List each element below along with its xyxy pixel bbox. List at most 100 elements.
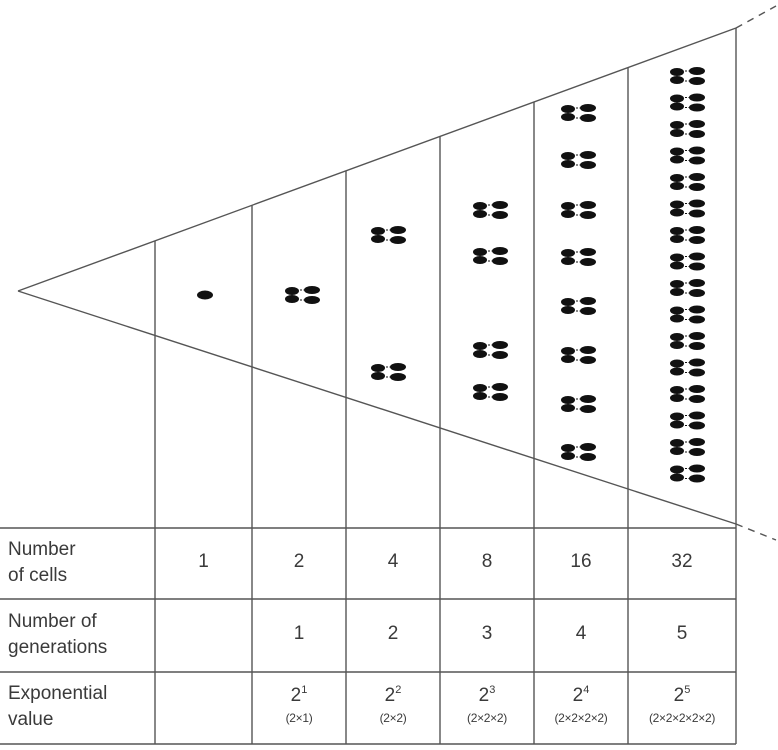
exp-expansion: (2×2) xyxy=(379,711,407,725)
cell xyxy=(580,356,596,364)
cell xyxy=(670,314,684,323)
cell xyxy=(670,341,684,349)
cell xyxy=(670,465,684,474)
cell xyxy=(670,333,684,341)
cell xyxy=(689,368,705,377)
cell xyxy=(561,257,575,265)
cell xyxy=(285,295,299,303)
triangle-bottom-edge xyxy=(17,290,737,525)
cell xyxy=(670,261,684,270)
cell xyxy=(689,93,705,102)
cell xyxy=(689,279,705,287)
cell xyxy=(670,359,684,368)
dividing-cell-pair xyxy=(670,93,705,112)
cells-count-1: 1 xyxy=(198,551,209,572)
cell xyxy=(670,386,684,394)
cell xyxy=(689,130,705,138)
dividing-cell-pair xyxy=(670,67,705,85)
cell xyxy=(689,77,705,85)
cell xyxy=(670,94,684,103)
triangle-frame xyxy=(0,5,777,745)
cell xyxy=(580,395,596,403)
cell xyxy=(689,262,705,271)
cell xyxy=(670,155,684,164)
cell xyxy=(689,421,705,430)
cells-count-2: 2 xyxy=(293,551,305,572)
dividing-cell-pair xyxy=(670,464,705,483)
cell xyxy=(689,358,705,367)
dividing-cell-pair xyxy=(670,358,705,377)
dividing-cell-pair xyxy=(561,201,596,219)
cell xyxy=(670,200,684,209)
cell xyxy=(689,411,705,420)
cell xyxy=(390,373,406,381)
cell xyxy=(561,306,575,314)
cell xyxy=(670,367,684,376)
cell xyxy=(580,151,596,159)
cell xyxy=(580,104,596,112)
dividing-cell-pair xyxy=(473,383,508,401)
cell xyxy=(473,256,487,264)
cell xyxy=(670,227,684,235)
cell xyxy=(689,173,705,181)
dividing-cell-pair xyxy=(371,226,406,244)
cell xyxy=(670,306,684,315)
cell xyxy=(689,332,705,340)
cell xyxy=(670,394,684,402)
dividing-cell-pair xyxy=(561,104,596,122)
exp-base: 2 xyxy=(673,685,685,706)
cell xyxy=(670,102,684,111)
cell xyxy=(580,161,596,169)
cell xyxy=(670,420,684,429)
dividing-cell-pair xyxy=(670,438,705,456)
cell xyxy=(580,258,596,266)
cell xyxy=(473,350,487,358)
cell xyxy=(371,364,385,372)
cell xyxy=(580,114,596,122)
generations-2: 1 xyxy=(293,623,305,644)
cell xyxy=(561,452,575,460)
cell xyxy=(580,453,596,461)
exp-expansion: (2×2×2×2) xyxy=(554,711,608,725)
cell xyxy=(670,68,684,76)
cell xyxy=(689,226,705,234)
cell xyxy=(285,287,299,295)
cell xyxy=(473,210,487,218)
cell xyxy=(561,396,575,404)
generations-4: 3 xyxy=(481,623,493,644)
cell xyxy=(670,253,684,262)
continuation-bottom xyxy=(735,523,777,541)
cell xyxy=(670,412,684,421)
cell xyxy=(689,103,705,112)
cell xyxy=(670,280,684,288)
cell xyxy=(580,346,596,354)
cell xyxy=(492,351,508,359)
cell xyxy=(561,105,575,113)
cell xyxy=(670,174,684,182)
exp-base: 2 xyxy=(384,685,396,706)
cell xyxy=(689,209,705,218)
dividing-cell-pair xyxy=(670,146,705,165)
dividing-cell-pair xyxy=(670,305,705,324)
cells-count-3: 4 xyxy=(387,551,399,572)
cell xyxy=(689,474,705,483)
generations-6: 5 xyxy=(676,623,688,644)
exp-power: 3 xyxy=(489,684,496,696)
dividing-cell-pair xyxy=(285,286,320,304)
cell xyxy=(580,443,596,451)
cell xyxy=(492,383,508,391)
cell xyxy=(371,235,385,243)
cell xyxy=(689,385,705,393)
cell xyxy=(670,439,684,447)
cell xyxy=(561,404,575,412)
cell xyxy=(689,252,705,261)
cell xyxy=(580,307,596,315)
exponential-value-2: 21 (2×1) xyxy=(245,684,353,725)
cell xyxy=(561,152,575,160)
dividing-cell-pair xyxy=(473,201,508,219)
cell xyxy=(689,448,705,456)
cell xyxy=(689,236,705,244)
cell xyxy=(473,342,487,350)
cell xyxy=(689,395,705,403)
cell xyxy=(492,247,508,255)
